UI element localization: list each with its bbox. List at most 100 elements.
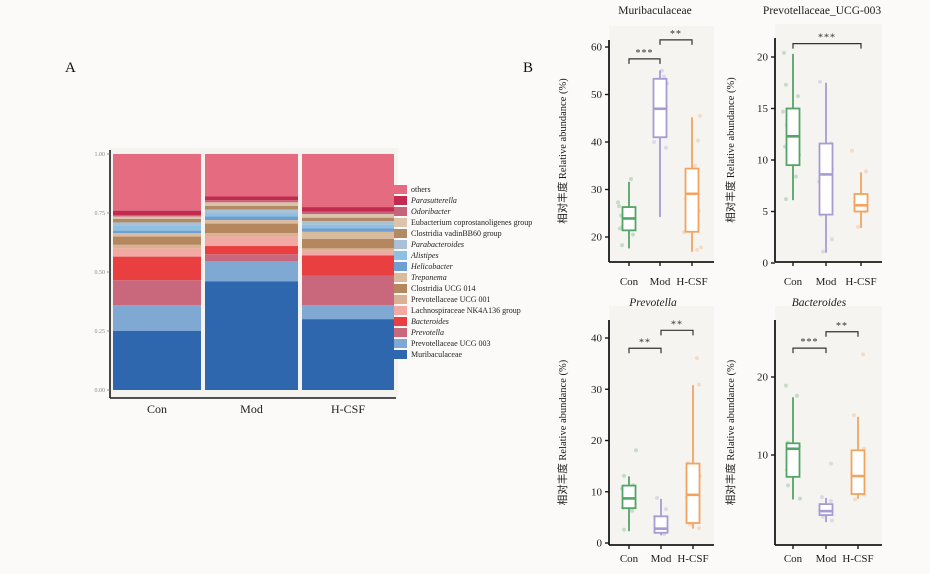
y-tick-label: 20 — [757, 372, 769, 384]
jitter-point — [796, 94, 800, 99]
chart-title: Muribaculaceae — [618, 5, 691, 17]
legend-swatch — [394, 262, 407, 271]
x-category-label: Con — [147, 402, 167, 416]
bar-segment — [302, 231, 394, 239]
y-tick-label: 20 — [757, 52, 769, 64]
jitter-point — [852, 413, 856, 418]
legend-swatch — [394, 185, 407, 194]
significance-bracket — [792, 347, 827, 354]
jitter-point — [856, 224, 860, 229]
jitter-point — [795, 393, 799, 398]
bar-segment — [302, 275, 394, 306]
boxplot-prevotellaceae-ucg-003: Prevotellaceae_UCG-003 0 5 10 15 20 相对丰度 Relat… — [724, 5, 882, 288]
significance-stars: ** — [639, 337, 651, 348]
bar-segment — [113, 244, 201, 249]
box — [685, 462, 701, 524]
legend-swatch — [394, 350, 407, 359]
y-tick-label: 1.00 — [95, 152, 106, 158]
legend-label: Helicobacter — [411, 262, 453, 271]
significance-stars: *** — [801, 337, 819, 348]
bar-segment — [205, 236, 298, 247]
bar-segment — [205, 202, 298, 206]
legend-label: Prevotellaceae UCG 001 — [411, 295, 491, 304]
legend-item: Odoribacter — [394, 206, 554, 217]
bar-segment — [302, 305, 394, 320]
bar-segment — [205, 246, 298, 255]
x-category-label: H-CSF — [331, 402, 365, 416]
bar-segment — [205, 216, 298, 221]
legend-label: Bacteroides — [411, 317, 449, 326]
legend-item: Parasutterella — [394, 195, 554, 206]
bar-segment — [302, 224, 394, 229]
y-axis-label: 相对丰度 Relative abundance (%) — [556, 359, 569, 505]
bar-segment — [113, 215, 201, 217]
jitter-point — [622, 473, 626, 478]
jitter-point — [861, 352, 865, 357]
x-category-label: H-CSF — [677, 553, 708, 565]
legend-swatch — [394, 328, 407, 337]
box — [818, 142, 834, 216]
jitter-point — [794, 174, 798, 179]
legend-swatch — [394, 306, 407, 315]
jitter-point — [784, 82, 788, 87]
y-tick-label: 0 — [597, 538, 603, 550]
y-tick-label: 20 — [591, 435, 603, 447]
legend-item: Alistipes — [394, 250, 554, 261]
boxplot-muribaculaceae: Muribaculaceae 20 30 40 50 60 相对丰度 Relative ab… — [556, 5, 714, 288]
legend-item: Prevotellaceae UCG 001 — [394, 294, 554, 305]
y-tick-label: 0 — [763, 258, 769, 270]
panel-b-label: B — [523, 60, 534, 76]
legend-item: Parabacteroides — [394, 239, 554, 250]
x-category-label: Mod — [816, 553, 837, 565]
jitter-point — [697, 382, 701, 387]
bar-segment — [302, 238, 394, 249]
legend-swatch — [394, 207, 407, 216]
box — [684, 167, 700, 233]
bar-segment — [113, 256, 201, 281]
significance-bracket — [825, 331, 859, 337]
jitter-point — [818, 79, 822, 84]
bar-segment — [113, 233, 201, 237]
legend-label: others — [411, 185, 431, 194]
jitter-point — [850, 148, 854, 153]
jitter-point — [652, 140, 656, 144]
legend-item: Lachnospiraceae NK4A136 group — [394, 305, 554, 316]
jitter-point — [784, 197, 788, 202]
significance-bracket — [659, 39, 693, 45]
y-tick-label: 0.75 — [95, 211, 106, 217]
legend-swatch — [394, 317, 407, 326]
jitter-point — [693, 163, 697, 168]
bar-segment — [113, 216, 201, 219]
jitter-point — [634, 448, 638, 453]
jitter-point — [830, 518, 834, 523]
significance-bracket — [792, 43, 862, 49]
jitter-point — [782, 50, 786, 55]
significance-stars: ** — [671, 319, 683, 330]
taxa-legend: others Parasutterella Odoribacter Eubacteri… — [394, 184, 554, 360]
y-tick-label: 40 — [591, 137, 603, 149]
y-tick-label: 15 — [757, 103, 769, 115]
bar-segment — [113, 218, 201, 223]
jitter-point — [786, 483, 790, 488]
jitter-point — [630, 508, 634, 513]
jitter-point — [662, 74, 666, 79]
jitter-point — [664, 145, 668, 150]
bar-segment — [302, 228, 394, 232]
y-tick-label: 30 — [591, 384, 603, 396]
y-tick-label: 20 — [591, 232, 603, 244]
legend-item: Helicobacter — [394, 261, 554, 272]
jitter-point — [620, 243, 624, 248]
bar-segment — [302, 250, 394, 256]
bar-segment — [205, 200, 298, 203]
x-category-label: Con — [620, 276, 639, 288]
bar-segment — [113, 305, 201, 331]
bar-segment — [302, 154, 394, 208]
jitter-point — [618, 226, 622, 231]
jitter-point — [697, 526, 701, 531]
significance-stars: ** — [670, 29, 682, 40]
jitter-point — [829, 499, 833, 504]
legend-swatch — [394, 196, 407, 205]
legend-label: Parasutterella — [411, 196, 457, 205]
legend-label: Odoribacter — [411, 207, 451, 216]
chart-title: Bacteroides — [792, 297, 847, 309]
